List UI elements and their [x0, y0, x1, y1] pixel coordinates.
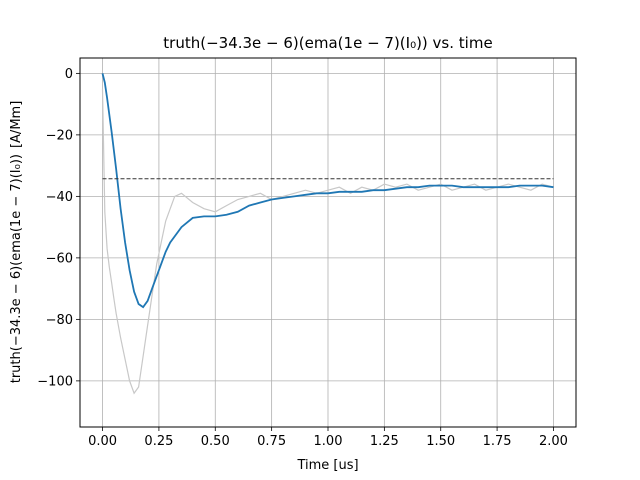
series-line-ema — [101, 73, 554, 309]
chart-title: truth(−34.3e − 6)(ema(1e − 7)(I₀)) vs. t… — [163, 34, 492, 52]
x-tick-label: 1.25 — [370, 434, 399, 449]
x-tick-label: 0.00 — [88, 434, 117, 449]
x-tick-label: 1.75 — [483, 434, 512, 449]
y-axis-ticks: 0 −20 −40 −60 −80 −100 — [37, 67, 80, 389]
x-tick-label: 0.75 — [257, 434, 286, 449]
y-axis-label: truth(−34.3e − 6)(ema(1e − 7)(I₀)) [A/Mm] — [9, 101, 24, 384]
x-axis-label: Time [us] — [296, 458, 358, 473]
x-tick-label: 0.50 — [201, 434, 230, 449]
y-tick-label: −80 — [46, 313, 73, 328]
x-axis-ticks: 0.00 0.25 0.50 0.75 1.00 1.25 1.50 1.75 2.00 — [88, 427, 568, 449]
y-axis-label-text: truth(−34.3e − 6)(ema(1e − 7)(I₀)) — [9, 154, 24, 383]
y-tick-label: −100 — [37, 374, 73, 389]
y-axis-unit: [A/Mm] — [9, 101, 24, 148]
x-tick-label: 1.50 — [426, 434, 455, 449]
y-tick-label: 0 — [65, 67, 73, 82]
series-layer — [101, 73, 554, 395]
x-tick-label: 0.25 — [144, 434, 173, 449]
series-line-raw — [101, 88, 554, 395]
y-tick-label: −40 — [46, 190, 73, 205]
x-tick-label: 2.00 — [539, 434, 568, 449]
y-tick-label: −60 — [46, 251, 73, 266]
grid-lines — [80, 58, 576, 427]
x-tick-label: 1.00 — [314, 434, 343, 449]
y-tick-label: −20 — [46, 128, 73, 143]
